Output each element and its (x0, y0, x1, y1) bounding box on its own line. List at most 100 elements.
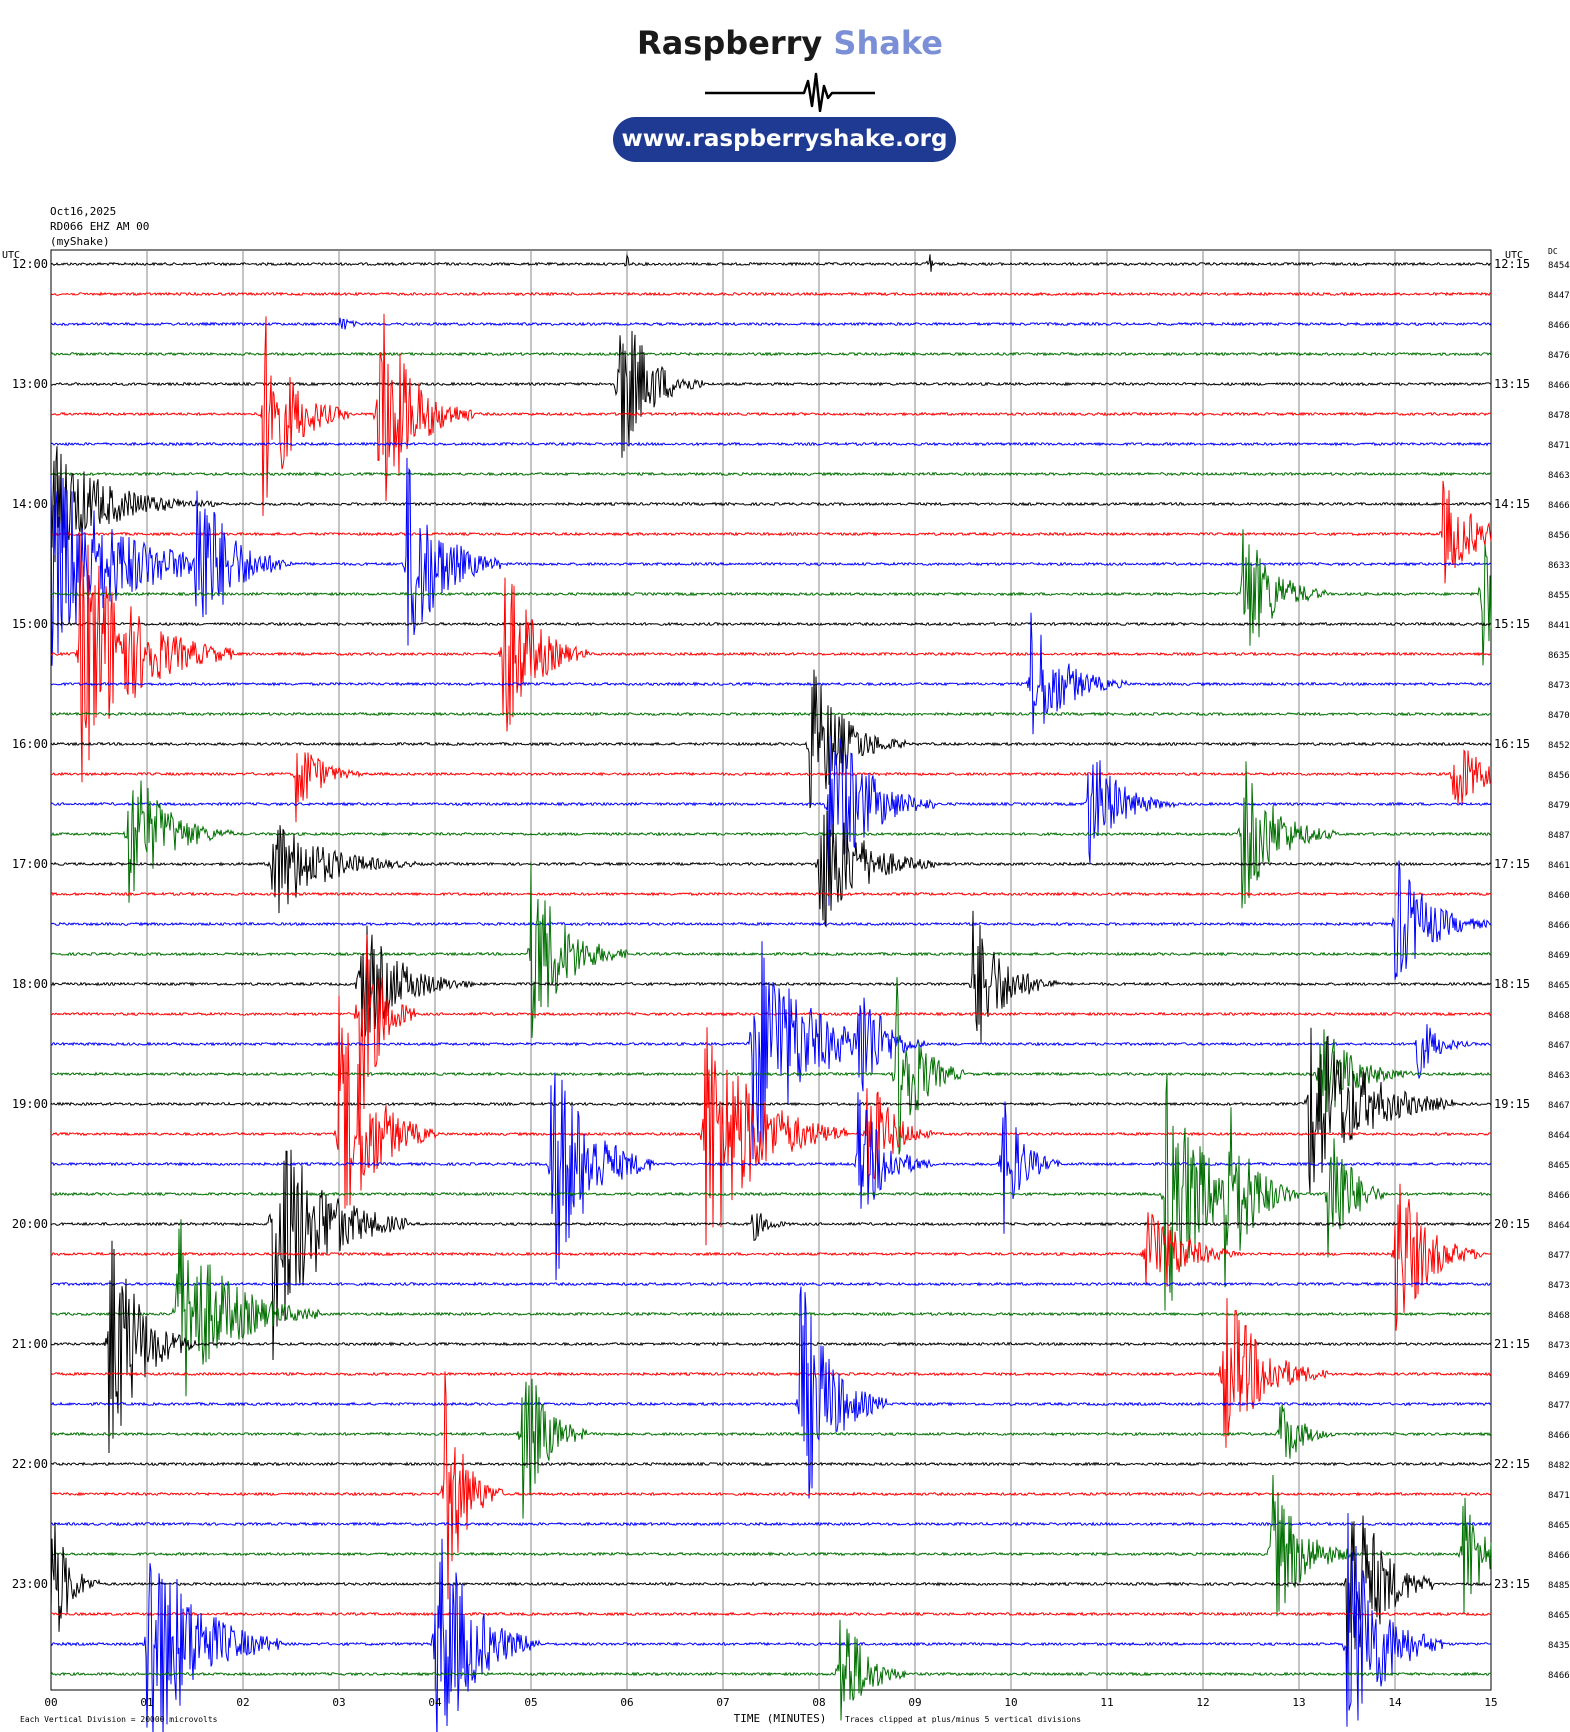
dc-offset-label: 8473 (1548, 1281, 1570, 1291)
date-label: Oct16,2025 (50, 205, 117, 218)
trace-line (50, 1149, 1492, 1361)
dc-offset-label: 8465 (1548, 1521, 1570, 1531)
trace-line (50, 1074, 1492, 1311)
right-time-label: 20:15 (1494, 1217, 1530, 1231)
dc-offset-label: 8463 (1548, 471, 1570, 481)
dc-offset-label: 8466 (1548, 921, 1570, 931)
right-time-label: 21:15 (1494, 1337, 1530, 1351)
left-time-label: 13:00 (12, 377, 48, 391)
network-label: (myShake) (50, 235, 110, 248)
seismic-wave-icon (705, 72, 875, 112)
left-time-label: 19:00 (12, 1097, 48, 1111)
seismic-traces (50, 253, 1492, 1732)
x-tick-label: 15 (1484, 1696, 1497, 1709)
trace-line (50, 1281, 1492, 1287)
trace-line (50, 1611, 1492, 1617)
dc-offset-label: 8470 (1548, 711, 1570, 721)
logo-title: Raspberry Shake (600, 24, 980, 62)
left-time-label: 16:00 (12, 737, 48, 751)
trace-line (50, 1371, 1492, 1600)
left-time-label: 21:00 (12, 1337, 48, 1351)
utc-left-label: UTC (2, 250, 20, 261)
trace-line (50, 480, 1492, 584)
trace-line (50, 612, 1492, 735)
x-tick-label: 09 (908, 1696, 921, 1709)
x-tick-label: 14 (1388, 1696, 1402, 1709)
right-time-label: 15:15 (1494, 617, 1530, 631)
right-time-label: 14:15 (1494, 497, 1530, 511)
dc-offset-label: 8464 (1548, 1221, 1570, 1231)
trace-line (50, 529, 1492, 666)
station-label: RD066 EHZ AM 00 (50, 220, 150, 233)
dc-offset-label: 8471 (1548, 1491, 1570, 1501)
trace-line (50, 351, 1492, 357)
dc-offset-label: 8461 (1548, 861, 1570, 871)
dc-offset-label: 8466 (1548, 1551, 1570, 1561)
logo-brand: Raspberry (637, 24, 823, 62)
left-time-label: 14:00 (12, 497, 48, 511)
dc-offset-label: 8456 (1548, 531, 1570, 541)
trace-line (50, 861, 1492, 1038)
plot-frame (50, 249, 1492, 1691)
x-tick-label: 06 (620, 1696, 633, 1709)
left-time-label: 18:00 (12, 977, 48, 991)
dc-offset-label: 8487 (1548, 831, 1570, 841)
dc-offset-label: 8467 (1548, 1101, 1570, 1111)
trace-line (50, 1378, 1492, 1519)
dc-offset-label: 8633 (1548, 561, 1570, 571)
x-tick-label: 03 (332, 1696, 345, 1709)
dc-offset-label: 8466 (1548, 1431, 1570, 1441)
right-time-label: 16:15 (1494, 737, 1530, 751)
trace-line (50, 910, 1492, 1043)
trace-line (50, 711, 1492, 717)
trace-line (50, 313, 1492, 516)
logo-accent: Shake (833, 24, 943, 62)
trace-line (50, 1474, 1492, 1617)
dc-offset-label: 8466 (1548, 1191, 1570, 1201)
footer-left-note: Each Vertical Division = 20000 microvolt… (20, 1715, 218, 1724)
dc-offset-label: 8460 (1548, 891, 1570, 901)
dc-offset-label: 8478 (1548, 411, 1570, 421)
dc-offset-label: 8468 (1548, 1311, 1570, 1321)
trace-line (50, 761, 1492, 909)
right-time-label: 17:15 (1494, 857, 1530, 871)
footer-right-note: Traces clipped at plus/minus 5 vertical … (845, 1715, 1081, 1724)
trace-line (50, 891, 1492, 897)
left-time-label: 22:00 (12, 1457, 48, 1471)
x-tick-label: 05 (524, 1696, 537, 1709)
trace-line (50, 1461, 1492, 1467)
trace-line (50, 934, 1492, 1129)
dc-header-label: DC (1548, 247, 1558, 256)
trace-line (50, 860, 1492, 980)
dc-offset-label: 8477 (1548, 1401, 1570, 1411)
x-tick-label: 08 (812, 1696, 825, 1709)
left-time-label: 15:00 (12, 617, 48, 631)
dc-offset-label: 8466 (1548, 1671, 1570, 1681)
right-time-label: 18:15 (1494, 977, 1530, 991)
right-time-label: 23:15 (1494, 1577, 1530, 1591)
dc-offset-label: 8467 (1548, 1041, 1570, 1051)
dc-offset-label: 8482 (1548, 1461, 1570, 1471)
left-time-label: 12:00 (12, 257, 48, 271)
left-time-label: 17:00 (12, 857, 48, 871)
trace-line (50, 621, 1492, 627)
dc-offset-label: 8479 (1548, 801, 1570, 811)
left-time-label: 23:00 (12, 1577, 48, 1591)
x-tick-label: 00 (44, 1696, 57, 1709)
x-tick-label: 01 (140, 1696, 153, 1709)
trace-line (50, 810, 1492, 928)
dc-offset-label: 8466 (1548, 501, 1570, 511)
trace-line (50, 749, 1492, 823)
trace-line (50, 736, 1492, 906)
utc-right-label: UTC (1505, 250, 1523, 261)
dc-offset-label: 8456 (1548, 771, 1570, 781)
dc-offset-label: 8469 (1548, 1371, 1570, 1381)
dc-offset-label: 8473 (1548, 1341, 1570, 1351)
dc-offset-label: 8468 (1548, 1011, 1570, 1021)
dc-offset-label: 8477 (1548, 1251, 1570, 1261)
right-time-label: 22:15 (1494, 1457, 1530, 1471)
dc-offset-label: 8455 (1548, 591, 1570, 601)
raspberry-shake-logo: Raspberry Shake www.raspberryshake.org (600, 18, 980, 168)
website-url-link[interactable]: www.raspberryshake.org (613, 117, 956, 162)
dc-offset-label: 8465 (1548, 1161, 1570, 1171)
